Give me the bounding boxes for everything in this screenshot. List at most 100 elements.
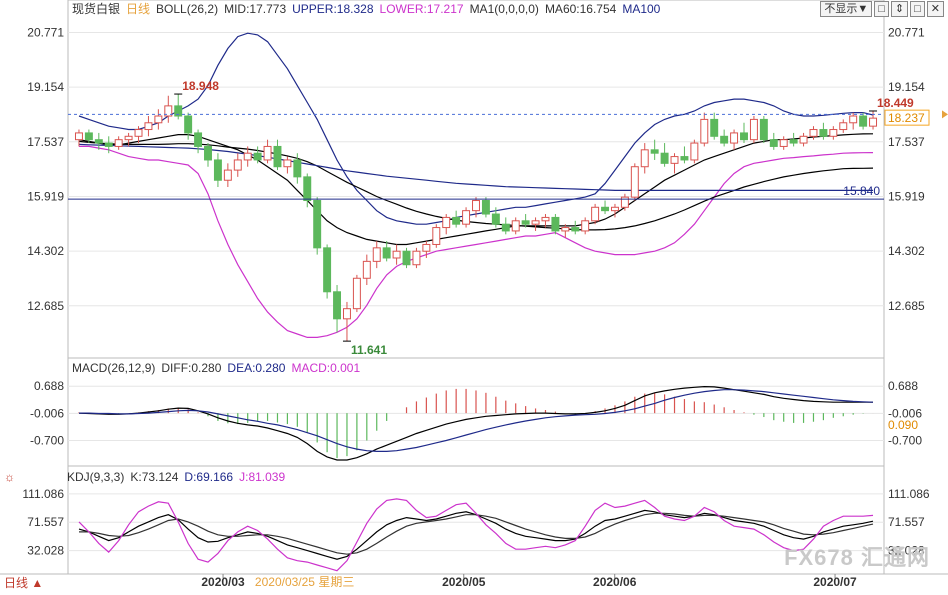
- candle-body: [710, 118, 719, 137]
- candle: [84, 129, 93, 144]
- candle: [392, 244, 401, 265]
- candle-body: [74, 132, 83, 141]
- candle-body: [680, 156, 689, 161]
- ma100-value: MA100: [622, 2, 661, 16]
- candle: [362, 254, 371, 286]
- date-tick-label: 2020/07: [813, 575, 857, 589]
- candle: [581, 217, 590, 235]
- candle-body: [740, 132, 748, 141]
- boll-upper-value: UPPER:18.328: [292, 2, 374, 16]
- candle-body: [392, 250, 401, 259]
- candle-body: [114, 139, 123, 147]
- candle-body: [194, 132, 203, 147]
- candle-body: [442, 216, 451, 229]
- candle: [720, 129, 729, 147]
- candle-body: [372, 247, 381, 262]
- panel-frame-main: [67, 0, 885, 359]
- boll-name[interactable]: BOLL(26,2): [156, 2, 219, 16]
- macd-last-value: 0.090: [888, 418, 918, 432]
- price-marker-icon: [942, 110, 948, 119]
- settings-icon[interactable]: ☼: [4, 470, 15, 484]
- candle-body: [472, 200, 480, 212]
- candle: [541, 214, 550, 228]
- candle-body: [581, 220, 590, 232]
- candle: [204, 143, 212, 167]
- candle: [243, 146, 252, 167]
- candle: [94, 132, 103, 150]
- recent-high-label: 18.449: [877, 96, 914, 110]
- candle-body: [809, 129, 818, 137]
- candle: [630, 163, 639, 201]
- candle-body: [293, 159, 302, 178]
- candle-body: [531, 220, 540, 225]
- macd-dea-line: [79, 389, 874, 452]
- ma60-value: MA60:16.754: [544, 2, 617, 16]
- price-tick-left: 12.685: [27, 299, 64, 313]
- candle-body: [690, 142, 699, 161]
- candle: [114, 136, 123, 150]
- candle: [342, 301, 351, 342]
- candle: [412, 247, 421, 269]
- candle-body: [412, 250, 421, 266]
- last-price-box: [884, 109, 930, 126]
- period-label[interactable]: 日线: [126, 2, 151, 16]
- window-button[interactable]: □: [910, 1, 925, 17]
- macd-tick-right: -0.700: [888, 434, 922, 448]
- candle: [213, 153, 222, 187]
- candle-body: [720, 135, 729, 144]
- candle-body: [630, 166, 639, 198]
- kdj-tick-left: 32.028: [27, 544, 64, 558]
- candle: [323, 244, 332, 299]
- candle-body: [104, 142, 113, 147]
- candle: [819, 122, 828, 140]
- candle-body: [134, 129, 143, 137]
- candle-body: [859, 115, 868, 127]
- candle-body: [799, 135, 808, 144]
- candle-body: [601, 206, 610, 212]
- candle: [660, 143, 669, 167]
- macd-name[interactable]: MACD(26,12,9): [72, 361, 156, 375]
- panel-button[interactable]: □: [874, 1, 889, 17]
- candle: [859, 112, 868, 130]
- candle-body: [819, 129, 828, 137]
- price-tick-left: 19.154: [27, 80, 64, 94]
- candle: [710, 112, 719, 140]
- kdj-j-line: [78, 498, 874, 572]
- ma-name[interactable]: MA1(0,0,0,0): [469, 2, 539, 16]
- candle-body: [759, 118, 768, 141]
- kdj-tick-right: 32.028: [888, 544, 925, 558]
- kdj-tick-right: 71.557: [888, 515, 925, 529]
- candle: [144, 116, 153, 137]
- period-switch[interactable]: 日线 ▲: [4, 576, 44, 590]
- kdj-j-value: J:81.039: [239, 470, 286, 484]
- candle: [283, 156, 292, 174]
- candle: [263, 139, 272, 164]
- kdj-name[interactable]: KDJ(9,3,3): [67, 470, 125, 484]
- macd-header: MACD(26,12,9) DIFF:0.280 DEA:0.280 MACD:0.0…: [0, 359, 366, 377]
- candle: [233, 153, 242, 177]
- macd-tick-right: -0.006: [888, 406, 922, 420]
- candle: [849, 112, 858, 130]
- crosshair-date-label: 2020/03/25 星期三: [255, 575, 354, 589]
- candle-body: [223, 169, 232, 181]
- candle: [601, 200, 610, 215]
- candle: [273, 139, 282, 171]
- resize-button[interactable]: ⇕: [890, 1, 909, 17]
- watermark-logo: FX678 汇通网: [784, 545, 930, 570]
- candle: [670, 153, 679, 174]
- candle: [402, 247, 411, 269]
- candle: [194, 129, 203, 154]
- candle: [452, 210, 461, 228]
- candle-body: [511, 220, 520, 232]
- candle-body: [362, 260, 371, 279]
- close-icon[interactable]: ✕: [926, 1, 944, 17]
- macd-tick-left: -0.700: [30, 434, 64, 448]
- hide-dropdown[interactable]: 不显示▼: [820, 1, 873, 17]
- candle: [422, 241, 431, 258]
- window-controls: 不显示▼ □ ⇕ □ ✕: [820, 1, 944, 17]
- candle-body: [164, 105, 173, 117]
- candle-body: [571, 227, 580, 232]
- candle-body: [769, 139, 778, 147]
- price-tick-right: 19.154: [888, 80, 925, 94]
- candle-body: [342, 308, 351, 320]
